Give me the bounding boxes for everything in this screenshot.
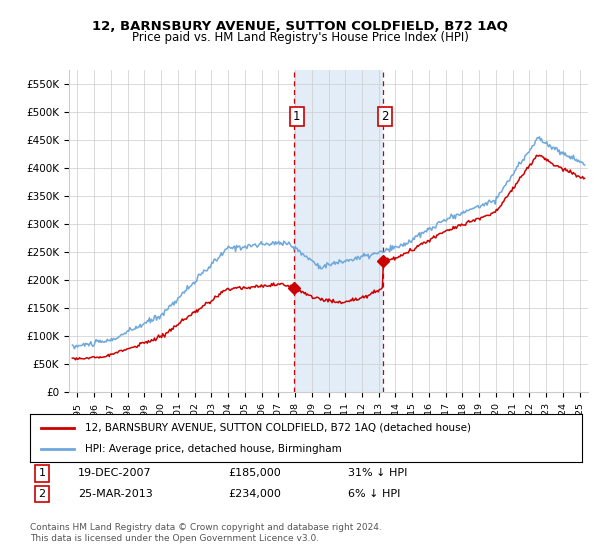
Text: HPI: Average price, detached house, Birmingham: HPI: Average price, detached house, Birm… <box>85 444 342 454</box>
Text: 12, BARNSBURY AVENUE, SUTTON COLDFIELD, B72 1AQ: 12, BARNSBURY AVENUE, SUTTON COLDFIELD, … <box>92 20 508 32</box>
Text: Price paid vs. HM Land Registry's House Price Index (HPI): Price paid vs. HM Land Registry's House … <box>131 31 469 44</box>
Text: 6% ↓ HPI: 6% ↓ HPI <box>348 489 400 499</box>
Bar <box>295 70 383 392</box>
Text: Contains HM Land Registry data © Crown copyright and database right 2024.
This d: Contains HM Land Registry data © Crown c… <box>30 524 382 543</box>
Text: £185,000: £185,000 <box>228 468 281 478</box>
Text: £234,000: £234,000 <box>228 489 281 499</box>
Text: 12, BARNSBURY AVENUE, SUTTON COLDFIELD, B72 1AQ (detached house): 12, BARNSBURY AVENUE, SUTTON COLDFIELD, … <box>85 423 471 433</box>
Text: 31% ↓ HPI: 31% ↓ HPI <box>348 468 407 478</box>
Text: 25-MAR-2013: 25-MAR-2013 <box>78 489 153 499</box>
Text: 19-DEC-2007: 19-DEC-2007 <box>78 468 152 478</box>
Text: 2: 2 <box>38 489 46 499</box>
Text: 1: 1 <box>38 468 46 478</box>
Text: 2: 2 <box>382 110 389 123</box>
Text: 1: 1 <box>293 110 301 123</box>
